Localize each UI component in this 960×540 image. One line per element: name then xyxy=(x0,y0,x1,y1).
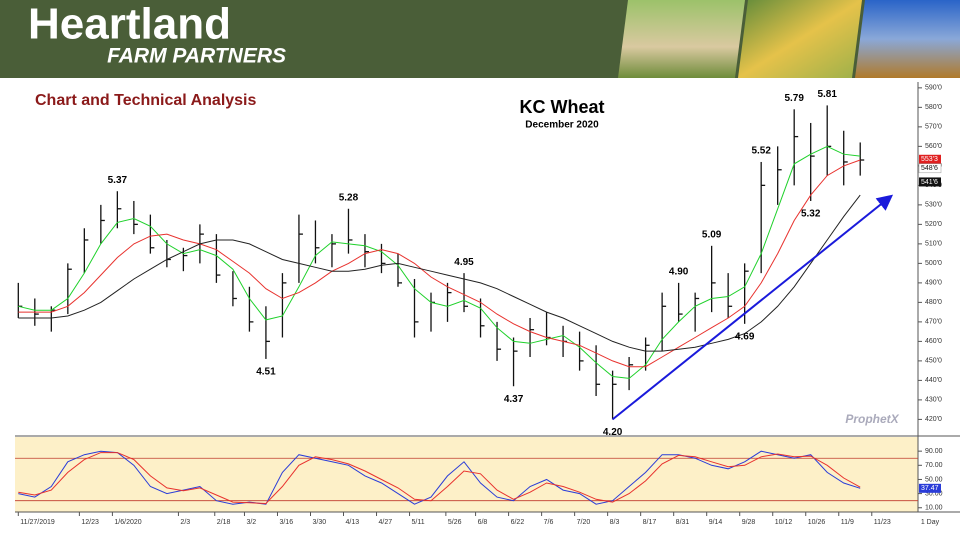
annotation: 4.37 xyxy=(504,394,524,405)
x-tick-label: 11/23 xyxy=(874,519,891,526)
annotation: 4.90 xyxy=(669,267,689,278)
x-tick-label: 8/3 xyxy=(610,519,620,526)
x-tick-label: 4/27 xyxy=(379,519,393,526)
price-tag xyxy=(919,483,941,493)
y-tick-label: 450'0 xyxy=(925,358,942,365)
y-tick-label: 560'0 xyxy=(925,143,942,150)
x-tick-label: 6/8 xyxy=(478,519,488,526)
y-tick-label: 460'0 xyxy=(925,338,942,345)
y-tick-label: 510'0 xyxy=(925,241,942,248)
annotation: 4.51 xyxy=(256,367,276,378)
x-tick-label: 10/26 xyxy=(808,519,826,526)
y-tick-label: 30.00 xyxy=(925,490,943,497)
x-tick-label: 8/17 xyxy=(643,519,657,526)
header-photo xyxy=(618,0,745,78)
header-photo xyxy=(855,0,960,78)
y-tick-label: 10.00 xyxy=(925,505,943,512)
stochastic-panel xyxy=(15,437,918,512)
x-tick-label: 4/13 xyxy=(346,519,360,526)
y-tick-label: 480'0 xyxy=(925,299,942,306)
interval-label: 1 Day xyxy=(921,519,940,526)
price-tag-label: 553'3 xyxy=(921,156,938,163)
x-tick-label: 3/16 xyxy=(279,519,293,526)
brand: Heartland xyxy=(28,0,231,49)
x-tick-label: 1/6/2020 xyxy=(114,519,141,526)
y-tick-label: 430'0 xyxy=(925,397,942,404)
x-tick-label: 7/6 xyxy=(544,519,554,526)
y-tick-label: 440'0 xyxy=(925,377,942,384)
chart-subtitle: December 2020 xyxy=(525,120,599,131)
x-tick-label: 5/11 xyxy=(412,519,425,526)
x-tick-label: 3/2 xyxy=(246,519,256,526)
trendline xyxy=(611,194,894,421)
price-tag xyxy=(919,177,941,187)
annotation: 4.20 xyxy=(603,427,623,438)
annotation: 5.79 xyxy=(784,93,804,104)
annotation: 5.32 xyxy=(801,209,821,220)
annotation: 4.95 xyxy=(454,257,474,268)
y-tick-label: 590'0 xyxy=(925,85,942,92)
y-tick-label: 580'0 xyxy=(925,104,942,111)
x-tick-label: 11/9 xyxy=(841,519,854,526)
x-tick-label: 3/30 xyxy=(312,519,326,526)
series-line xyxy=(18,159,861,368)
watermark: ProphetX xyxy=(845,412,899,426)
series-line xyxy=(18,145,861,379)
x-tick-label: 5/26 xyxy=(448,519,462,526)
y-tick-label: 520'0 xyxy=(925,221,942,228)
x-tick-label: 9/14 xyxy=(709,519,723,526)
x-tick-label: 8/31 xyxy=(676,519,690,526)
y-tick-label: 570'0 xyxy=(925,124,942,131)
x-tick-label: 2/18 xyxy=(217,519,231,526)
y-tick-label: 490'0 xyxy=(925,280,942,287)
price-tag-label: 37.47 xyxy=(921,485,939,492)
y-tick-label: 90.00 xyxy=(925,448,943,455)
price-tag xyxy=(918,163,942,174)
x-tick-label: 2/3 xyxy=(180,519,190,526)
tagline: FARM PARTNERS xyxy=(107,45,286,68)
chart-title: KC Wheat xyxy=(520,97,605,117)
price-tag-label: 548'6 xyxy=(921,165,938,172)
x-tick-label: 6/22 xyxy=(511,519,525,526)
series-line xyxy=(18,450,861,505)
annotation: 5.09 xyxy=(702,229,722,240)
y-tick-label: 530'0 xyxy=(925,202,942,209)
y-tick-label: 70.00 xyxy=(925,462,943,469)
series-line xyxy=(18,194,861,352)
header-photo xyxy=(738,0,862,78)
price-tag-label: 541'6 xyxy=(921,179,938,186)
y-tick-label: 420'0 xyxy=(925,416,942,423)
series-line xyxy=(18,452,861,505)
annotation: 5.81 xyxy=(817,89,837,100)
x-tick-label: 9/28 xyxy=(742,519,756,526)
section-title: Chart and Technical Analysis xyxy=(35,92,257,109)
x-tick-label: 11/27/2019 xyxy=(20,519,55,526)
y-tick-label: 470'0 xyxy=(925,319,942,326)
y-tick-label: 500'0 xyxy=(925,260,942,267)
x-tick-label: 12/23 xyxy=(81,519,99,526)
annotation: 5.52 xyxy=(751,146,771,157)
annotation: 5.37 xyxy=(108,175,128,186)
annotation: 4.69 xyxy=(735,331,755,342)
price-tag xyxy=(919,154,941,164)
x-tick-label: 10/12 xyxy=(775,519,793,526)
x-tick-label: 7/20 xyxy=(577,519,591,526)
annotation: 5.28 xyxy=(339,192,359,203)
y-tick-label: 50.00 xyxy=(925,476,943,483)
